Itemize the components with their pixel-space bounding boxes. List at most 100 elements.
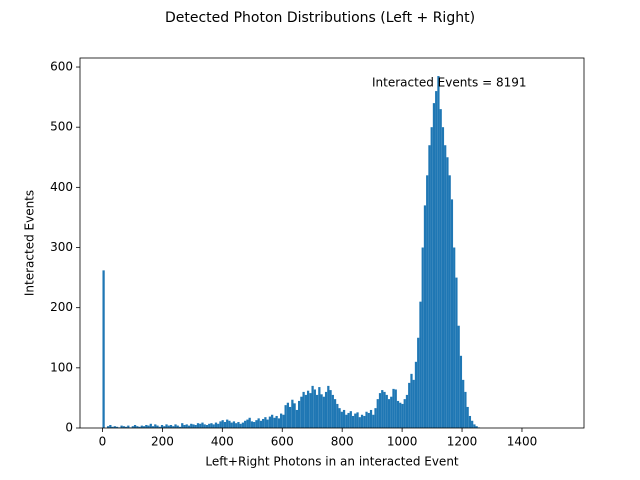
bar [165, 424, 168, 428]
bar [122, 426, 125, 428]
bar [390, 396, 393, 428]
chart-title: Detected Photon Distributions (Left + Ri… [165, 10, 475, 26]
bar [331, 394, 334, 428]
bar [237, 421, 240, 428]
bar [241, 422, 245, 428]
bar [169, 424, 173, 428]
bar [342, 409, 346, 428]
bar [311, 385, 314, 428]
bar [363, 415, 366, 428]
bar [151, 426, 155, 428]
bar [322, 396, 325, 428]
bar [367, 412, 370, 428]
bar [360, 414, 364, 428]
bar [437, 76, 440, 429]
bar [378, 393, 382, 428]
bar [280, 413, 283, 428]
bar [336, 403, 339, 428]
bar [432, 103, 436, 428]
bar [147, 425, 150, 428]
bar [208, 423, 211, 428]
bar [250, 421, 254, 428]
x-tick-label: 600 [271, 435, 294, 449]
bar [453, 247, 456, 428]
bar [167, 425, 170, 428]
bar [203, 424, 206, 428]
bar [338, 408, 341, 428]
bar [372, 414, 375, 428]
bar [444, 145, 447, 428]
bar [239, 423, 242, 428]
bar [297, 400, 301, 428]
bar [435, 91, 438, 429]
bar [455, 277, 458, 428]
bar [403, 399, 406, 428]
bar [273, 417, 276, 428]
bar [313, 389, 316, 428]
bar [219, 421, 222, 428]
bar [327, 385, 330, 428]
bar [300, 396, 303, 428]
bar [441, 127, 445, 429]
bar [158, 426, 161, 428]
bar [253, 421, 256, 428]
bar [183, 424, 186, 428]
bar [309, 393, 312, 428]
bar [387, 399, 391, 428]
y-tick-label: 300 [50, 240, 73, 254]
bar [264, 417, 267, 428]
bar [268, 416, 272, 428]
y-tick-label: 0 [65, 421, 73, 435]
x-tick-label: 800 [331, 435, 354, 449]
bar [266, 419, 269, 428]
plot-frame [79, 57, 585, 429]
bar [291, 399, 294, 428]
bar [315, 394, 319, 428]
bar [318, 387, 321, 428]
bar [381, 390, 384, 428]
bar [421, 247, 424, 428]
bar [120, 425, 123, 428]
bar [286, 402, 290, 428]
bar [304, 394, 307, 428]
bar [185, 424, 188, 428]
bar [399, 402, 402, 428]
bar [289, 406, 292, 428]
x-tick-label: 0 [99, 435, 107, 449]
bar [181, 423, 184, 428]
x-tick-label: 1400 [507, 435, 538, 449]
bar [221, 420, 224, 428]
bar [230, 422, 233, 428]
bar [248, 417, 251, 428]
bar [255, 420, 258, 428]
bar [356, 412, 359, 428]
annotation: Interacted Events = 8191 [372, 76, 527, 90]
bar [410, 373, 413, 428]
bar [111, 426, 114, 428]
bar [345, 414, 348, 428]
bar [464, 391, 467, 428]
bar [385, 394, 388, 428]
bar [149, 423, 152, 428]
bar [217, 423, 220, 428]
bar [194, 424, 197, 428]
bar [133, 424, 137, 428]
bar [199, 423, 202, 428]
bar [196, 423, 200, 428]
bar [187, 425, 191, 428]
y-tick-label: 600 [50, 60, 73, 74]
bar [235, 423, 238, 428]
x-tick-label: 1200 [447, 435, 478, 449]
bar [205, 424, 209, 428]
bar [468, 415, 472, 428]
bar [136, 426, 139, 428]
bar [430, 127, 433, 429]
bar [284, 405, 287, 428]
x-axis-label: Left+Right Photons in an interacted Even… [205, 455, 459, 469]
bar [190, 423, 193, 428]
y-tick-label: 500 [50, 120, 73, 134]
bar [358, 417, 361, 428]
bar [439, 109, 442, 428]
